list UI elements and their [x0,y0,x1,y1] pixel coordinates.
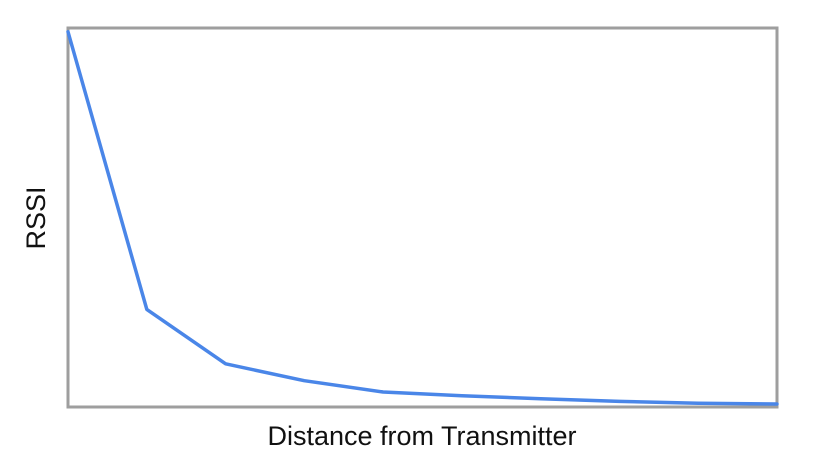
series-line [66,30,779,406]
plot-frame [66,26,779,409]
x-axis-label: Distance from Transmitter [267,421,576,451]
y-axis-label: RSSI [21,186,51,249]
